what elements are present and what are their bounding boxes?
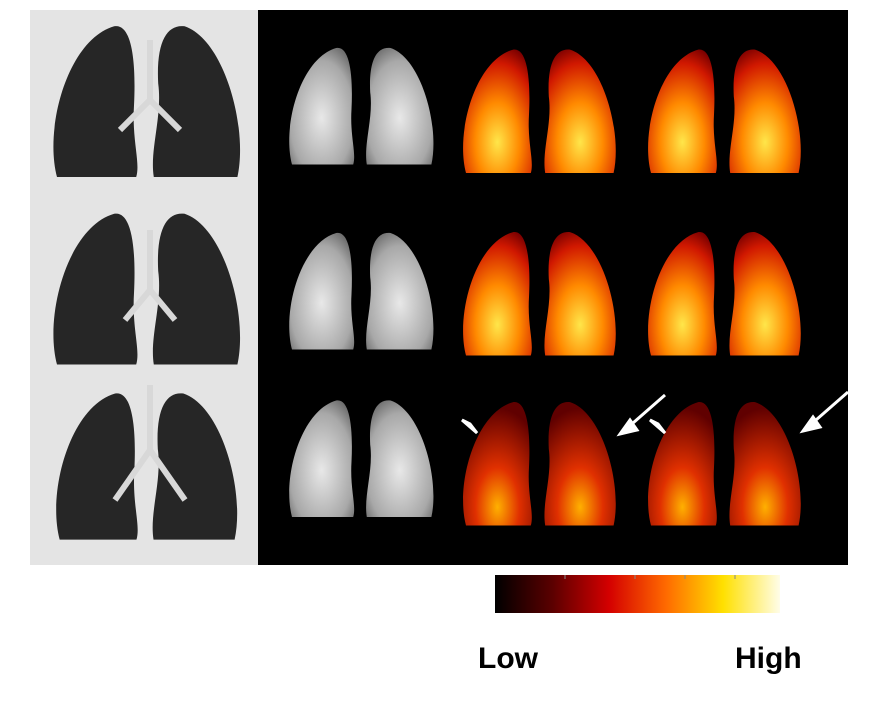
colorbar [495, 575, 780, 613]
colorbar-low-label: Low [478, 642, 539, 675]
colorbar-ticks [564, 575, 736, 579]
arrows [461, 390, 849, 437]
colorbar-high-label: High [735, 642, 802, 675]
ct-airways [112, 40, 188, 502]
